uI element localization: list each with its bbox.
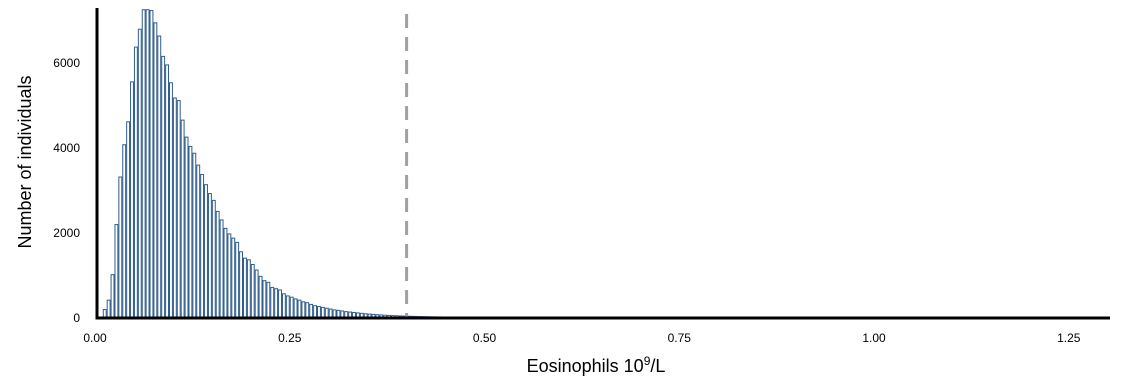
histogram-bar	[110, 274, 115, 319]
histogram-bar	[235, 241, 240, 319]
y-axis-ticks: 0 2000 4000 6000	[53, 56, 80, 325]
histogram-bar	[293, 298, 298, 319]
histogram-bar	[137, 28, 142, 319]
histogram-bar	[130, 81, 134, 319]
histogram-bar	[285, 295, 290, 319]
histogram-bar	[262, 280, 267, 319]
histogram-bar	[204, 184, 208, 319]
x-axis-title-main: Eosinophils 10	[527, 356, 644, 376]
histogram-bar	[211, 199, 216, 319]
histogram-bar	[270, 286, 275, 319]
histogram-bar	[192, 152, 197, 319]
histogram-bar	[106, 299, 111, 319]
histogram-bar	[227, 233, 232, 319]
histogram-bar	[250, 263, 255, 319]
histogram-bar	[145, 9, 150, 319]
histogram-bar	[239, 251, 244, 319]
histogram-bar	[161, 55, 166, 319]
histogram-bar	[219, 219, 224, 319]
y-tick-label: 0	[73, 311, 80, 325]
x-axis-title: Eosinophils 109/L	[527, 354, 666, 376]
histogram-bar	[274, 288, 279, 319]
histogram-bar	[153, 22, 158, 319]
y-tick-label: 6000	[53, 56, 80, 70]
x-axis-ticks: 0.00 0.25 0.50 0.75 1.00 1.25	[83, 331, 1080, 345]
histogram-bar	[305, 302, 310, 319]
histogram-bar	[246, 259, 251, 319]
histogram-bar	[200, 173, 205, 319]
histogram-bar	[243, 257, 247, 319]
histogram-bar	[149, 10, 154, 319]
histogram-bar	[309, 303, 314, 319]
histogram-bar	[281, 293, 286, 319]
histogram-bar	[133, 46, 138, 319]
histogram-bar	[180, 119, 185, 319]
histogram-bar	[118, 176, 123, 319]
histogram-bars	[98, 9, 691, 319]
histogram-bar	[231, 237, 236, 319]
histogram-bar	[278, 289, 282, 319]
histogram-bar	[169, 82, 173, 319]
histogram-bar	[215, 210, 220, 319]
histogram-bar	[223, 227, 228, 319]
histogram-bar	[289, 296, 294, 319]
histogram-bar	[301, 301, 306, 319]
histogram-bar	[313, 305, 318, 319]
histogram-bar	[114, 224, 119, 319]
histogram-bar	[254, 269, 259, 319]
histogram-bar	[297, 299, 302, 319]
histogram-bar	[172, 97, 177, 319]
histogram-bar	[266, 281, 271, 319]
y-tick-label: 2000	[53, 226, 80, 240]
histogram-bar	[176, 100, 181, 319]
x-axis-title-superscript: 9	[644, 354, 651, 368]
histogram-bar	[196, 164, 201, 319]
y-tick-label: 4000	[53, 141, 80, 155]
x-axis-title-tail: /L	[650, 356, 665, 376]
histogram-bar	[122, 144, 127, 319]
x-tick-label: 0.00	[83, 331, 107, 345]
histogram-bar	[320, 306, 325, 319]
histogram-bar	[165, 64, 170, 319]
x-tick-label: 1.25	[1057, 331, 1081, 345]
histogram-bar	[157, 35, 162, 319]
x-tick-label: 0.75	[668, 331, 692, 345]
histogram-bar	[207, 193, 212, 319]
histogram-bar	[141, 9, 146, 319]
histogram-bar	[188, 145, 193, 319]
histogram-bar	[258, 275, 263, 319]
histogram-bar	[126, 121, 131, 319]
x-tick-label: 0.50	[473, 331, 497, 345]
histogram-bar	[317, 306, 321, 319]
histogram-bar	[184, 136, 189, 319]
x-tick-label: 1.00	[862, 331, 886, 345]
x-tick-label: 0.25	[278, 331, 302, 345]
y-axis-title: Number of individuals	[15, 75, 35, 248]
